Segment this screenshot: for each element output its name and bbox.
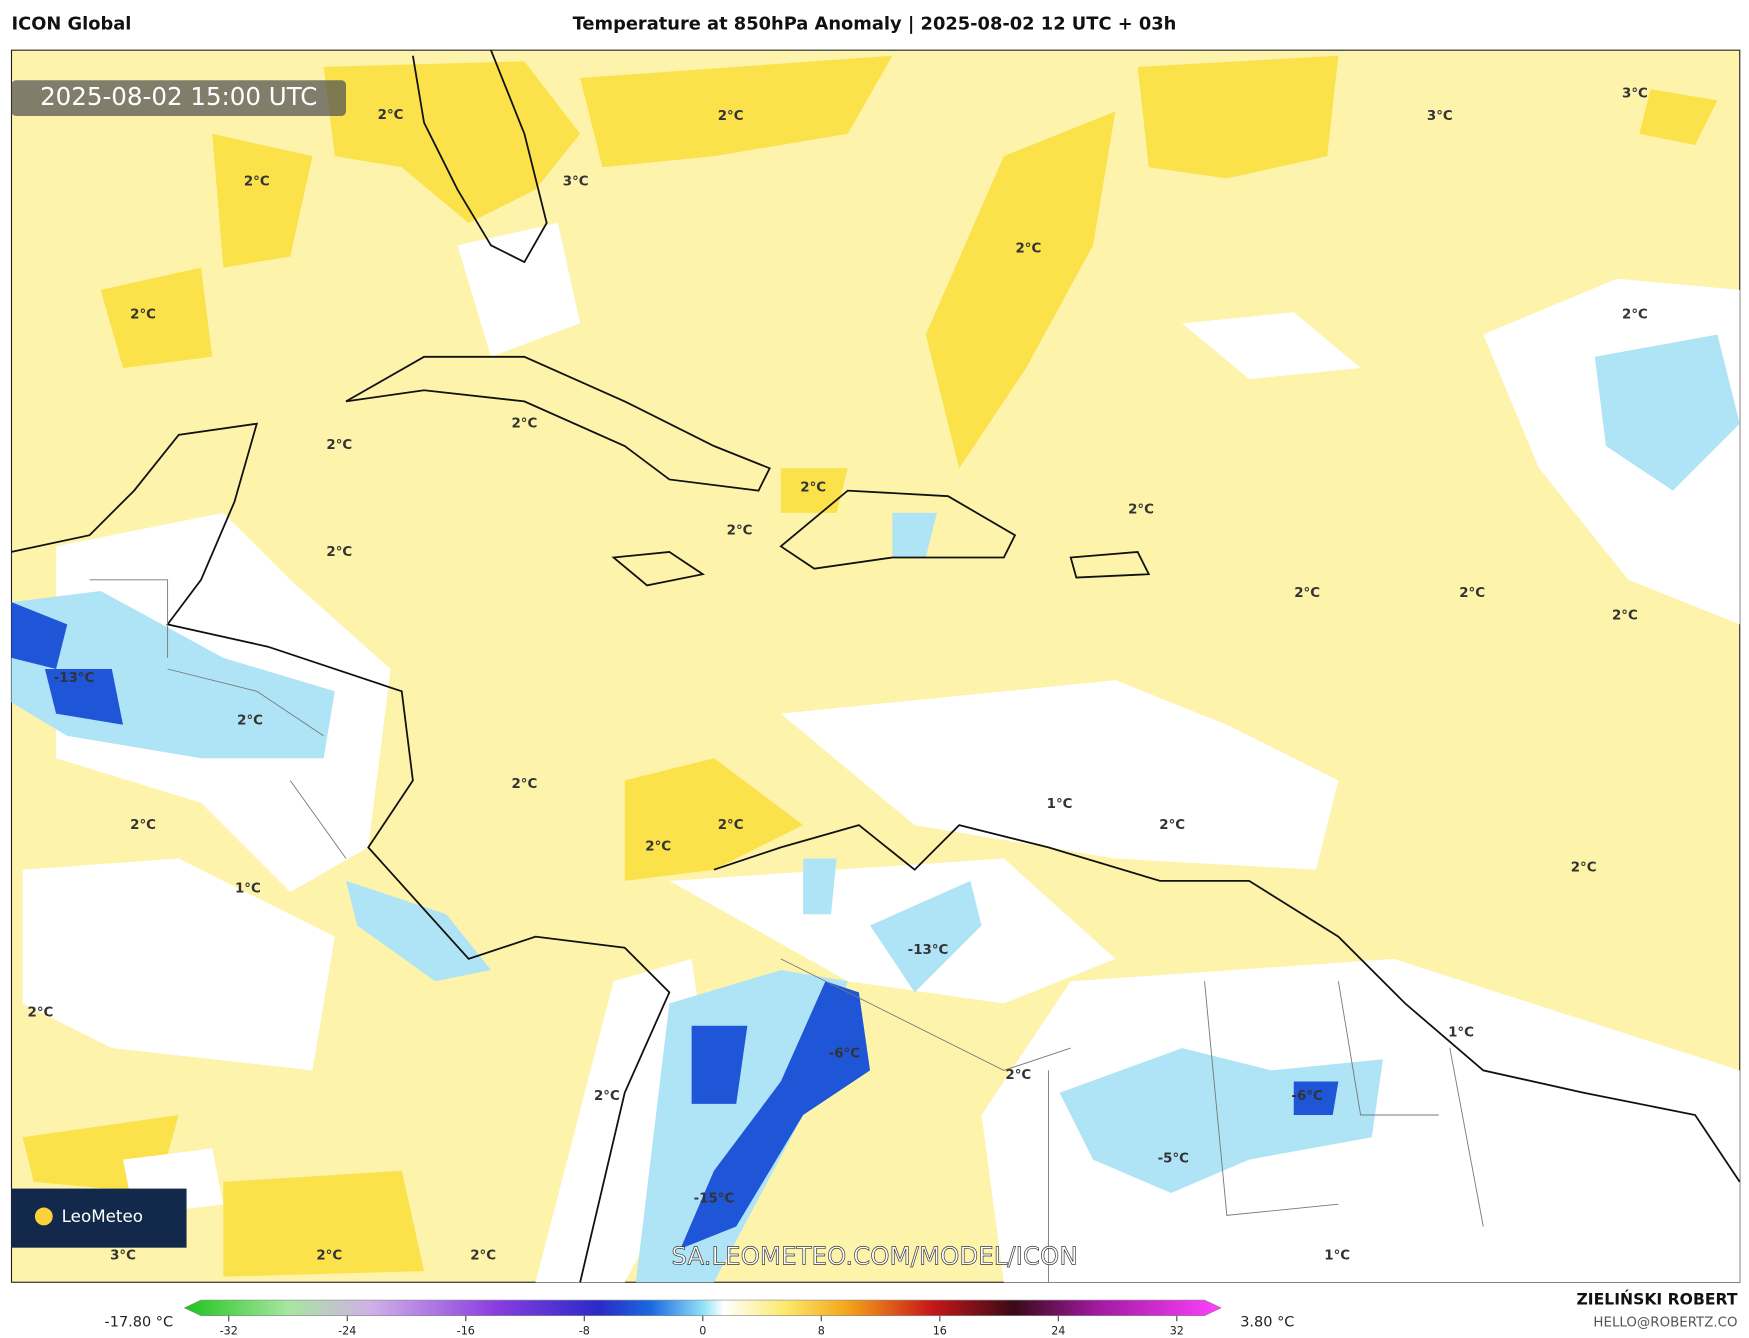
email: HELLO@ROBERTZ.CO — [1593, 1315, 1737, 1330]
map-label: 1°C — [235, 882, 261, 897]
colorbar-min: -17.80 °C — [105, 1314, 174, 1330]
colorbar-tick-label: 32 — [1170, 1324, 1184, 1337]
map-label: 2°C — [1459, 586, 1485, 601]
map-label: -13°C — [908, 943, 949, 958]
map-label: 2°C — [1622, 307, 1648, 322]
coastlines — [11, 49, 1741, 1283]
model-name: ICON Global — [11, 14, 131, 35]
logo: LeoMeteo — [62, 1206, 143, 1226]
map-label: 2°C — [800, 480, 826, 495]
map-label: 2°C — [244, 175, 270, 190]
colorbar-tick-label: 16 — [933, 1324, 947, 1337]
map-label: 2°C — [1015, 242, 1041, 257]
map-label: 1°C — [1324, 1248, 1350, 1263]
colorbar: -17.80 °C 3.80 °C -32 -24 -16 -8 0 8 16 24 32 — [105, 1299, 1294, 1337]
watermark: SA.LEOMETEO.COM/MODEL/ICON — [671, 1242, 1077, 1271]
map-label: 2°C — [1128, 503, 1154, 518]
map-label: 2°C — [28, 1005, 54, 1020]
map-label: 2°C — [594, 1089, 620, 1104]
map-label: 3°C — [1427, 109, 1453, 124]
map-label: 2°C — [470, 1248, 496, 1263]
map-label: 2°C — [326, 545, 352, 560]
colorbar-ramp — [183, 1299, 1222, 1316]
map-label: 2°C — [511, 417, 537, 432]
colorbar-tick-label: 24 — [1051, 1324, 1065, 1337]
map-label: 2°C — [727, 524, 753, 539]
logo-sun — [34, 1207, 53, 1226]
map-label: 2°C — [1612, 608, 1638, 623]
map-label: 2°C — [718, 109, 744, 124]
cold-areas — [11, 602, 1339, 1249]
map-label: -15°C — [694, 1192, 735, 1207]
map-label: 3°C — [110, 1248, 136, 1263]
map-label: 2°C — [316, 1248, 342, 1263]
timestamp-box — [11, 80, 346, 116]
map-label: -6°C — [829, 1047, 860, 1062]
chart-title: Temperature at 850hPa Anomaly | 2025-08-… — [573, 14, 1177, 35]
map-label: 2°C — [718, 818, 744, 833]
colorbar-tick-label: -16 — [457, 1324, 475, 1337]
map-label: -6°C — [1291, 1089, 1322, 1104]
colorbar-tick-label: 8 — [818, 1324, 825, 1337]
colorbar-tick-label: -24 — [338, 1324, 356, 1337]
warm-areas — [22, 55, 1718, 1277]
map-label: 2°C — [237, 713, 263, 728]
map-area: 2025-08-02 15:00 UTC LeoMeteo SA.LEOMETE… — [10, 49, 1741, 1283]
map-label: 2°C — [645, 839, 671, 854]
borders — [89, 579, 1484, 1283]
map-label: 2°C — [1159, 818, 1185, 833]
map-label: 2°C — [326, 438, 352, 453]
map-label: 1°C — [1448, 1025, 1474, 1040]
map-label: 2°C — [1294, 586, 1320, 601]
map-label: 2°C — [378, 108, 404, 123]
map-label: -5°C — [1158, 1151, 1189, 1166]
map-label: 2°C — [130, 307, 156, 322]
timestamp: 2025-08-02 15:00 UTC — [40, 82, 317, 111]
colorbar-tick-label: 0 — [699, 1324, 706, 1337]
colorbar-max: 3.80 °C — [1240, 1314, 1294, 1330]
map-label: 3°C — [563, 175, 589, 190]
map-label: -13°C — [54, 671, 95, 686]
map-label: 2°C — [130, 818, 156, 833]
map-label: 1°C — [1047, 797, 1073, 812]
map-label: 2°C — [511, 777, 537, 792]
colorbar-tick-label: -32 — [220, 1324, 238, 1337]
map-labels: 2°C 2°C 3°C 3°C 2°C 3°C 2°C 2°C 2°C 2°C 2°C 2°C 2°C 2… — [28, 87, 1648, 1264]
map-label: 2°C — [1571, 860, 1597, 875]
author: ZIELIŃSKI ROBERT — [1576, 1290, 1737, 1309]
map-label: 2°C — [1005, 1068, 1031, 1083]
map-label: 3°C — [1622, 87, 1648, 102]
colorbar-tick-label: -8 — [579, 1324, 590, 1337]
